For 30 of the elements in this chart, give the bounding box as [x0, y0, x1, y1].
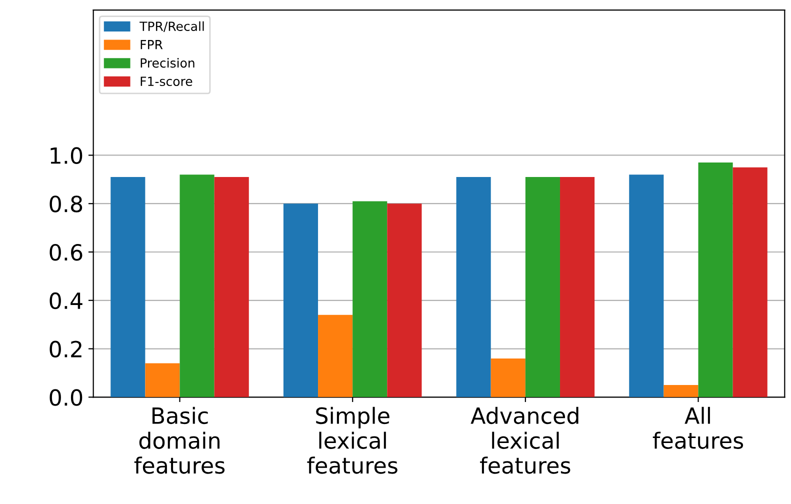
- bar: [456, 177, 491, 398]
- legend-label: TPR/Recall: [140, 21, 204, 32]
- y-tick-label: 0.6: [50, 244, 82, 261]
- legend-label: Precision: [140, 58, 194, 68]
- y-tick-label: 0.4: [50, 292, 82, 310]
- legend-label: FPR: [140, 40, 163, 50]
- bar: [490, 358, 526, 398]
- y-tick-label: 0.0: [50, 389, 82, 406]
- bar: [145, 363, 180, 398]
- bar: [732, 167, 768, 398]
- bar: [214, 177, 249, 398]
- x-tick-label: Advanced lexical features: [470, 406, 578, 474]
- x-tick-label: Basic domain features: [134, 406, 225, 474]
- legend-label: F1-score: [140, 76, 192, 86]
- y-tick-label: 1.0: [50, 147, 82, 164]
- bar: [283, 204, 318, 398]
- x-tick-label: Simple lexical features: [307, 406, 398, 474]
- y-tick-label: 0.2: [50, 340, 82, 358]
- bar: [629, 174, 664, 398]
- bar: [664, 385, 698, 398]
- bar: [110, 177, 146, 398]
- bar: [387, 204, 422, 398]
- x-tick-label: All features: [652, 406, 744, 449]
- bar: [318, 314, 353, 398]
- y-tick-label: 0.8: [50, 196, 82, 212]
- bar: [698, 162, 733, 398]
- bar: [352, 201, 388, 398]
- bar: [525, 177, 560, 398]
- bar: [560, 177, 595, 398]
- bar: [180, 174, 214, 398]
